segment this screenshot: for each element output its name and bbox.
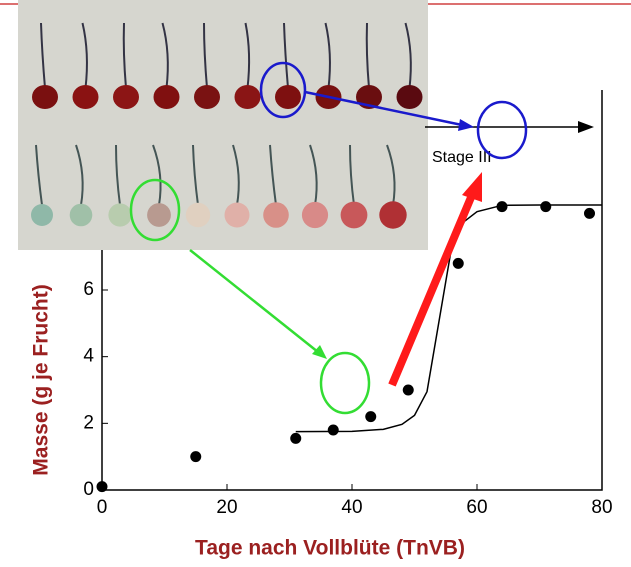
stem xyxy=(203,22,208,89)
stem xyxy=(192,144,199,206)
x-tick-label: 80 xyxy=(591,497,612,518)
x-tick-label: 20 xyxy=(216,497,237,518)
stem xyxy=(40,22,46,89)
stem xyxy=(324,22,331,89)
data-point xyxy=(327,424,339,436)
cherry xyxy=(153,85,180,109)
stem xyxy=(122,22,127,89)
stem xyxy=(404,22,412,89)
stage-label: Stage III xyxy=(432,149,492,166)
stem xyxy=(75,144,84,206)
blue-arrow xyxy=(304,90,463,127)
stem xyxy=(115,144,121,206)
cherry xyxy=(185,202,211,228)
data-point xyxy=(402,384,414,396)
cherry xyxy=(396,85,423,109)
cherry xyxy=(69,203,93,227)
stem xyxy=(152,144,162,206)
cherry xyxy=(301,201,329,229)
cherry xyxy=(224,202,250,228)
data-point xyxy=(540,201,552,213)
annotations: Stage III xyxy=(129,61,594,415)
cherry xyxy=(32,85,58,109)
plot-area: 0 20 40 60 80 0 2 4 6 xyxy=(83,90,613,518)
y-tick-label: 0 xyxy=(83,479,94,500)
stem xyxy=(35,144,43,206)
cherry xyxy=(72,85,99,109)
x-tick-label: 0 xyxy=(97,497,108,518)
cherry-photo xyxy=(18,0,428,250)
y-tick-label: 2 xyxy=(83,412,94,433)
data-point xyxy=(496,201,508,213)
data-point xyxy=(365,411,377,423)
stem xyxy=(386,144,396,206)
arrow-head xyxy=(458,119,474,131)
red-arrow xyxy=(388,193,476,387)
data-point xyxy=(290,432,302,444)
blue-circle xyxy=(476,100,528,160)
arrow-head xyxy=(312,345,327,359)
x-tick-label: 40 xyxy=(341,497,362,518)
data-point xyxy=(190,451,202,463)
cherry xyxy=(194,85,220,109)
cherry xyxy=(379,201,407,229)
cherry xyxy=(31,204,53,226)
y-tick-label: 6 xyxy=(83,279,94,300)
arrow-head xyxy=(462,172,482,202)
stem xyxy=(349,144,355,206)
stem xyxy=(232,144,240,206)
green-circle xyxy=(129,178,181,242)
data-point xyxy=(96,481,108,493)
stem xyxy=(81,22,88,89)
x-tick-label: 60 xyxy=(466,497,487,518)
stem xyxy=(269,144,277,206)
data-point xyxy=(584,207,595,219)
cherry xyxy=(340,201,368,229)
cherry xyxy=(113,85,139,109)
x-axis-label: Tage nach Vollblüte (TnVB) xyxy=(195,537,465,560)
cherry xyxy=(234,85,261,109)
stem xyxy=(244,22,251,89)
green-circle xyxy=(319,351,371,415)
stem xyxy=(365,22,370,89)
cherry xyxy=(108,203,132,227)
cherry xyxy=(147,203,171,227)
data-point xyxy=(452,257,464,269)
cherry xyxy=(263,202,289,228)
cherry xyxy=(275,85,301,109)
green-arrow xyxy=(189,249,319,353)
arrow-head xyxy=(578,121,594,133)
y-tick-label: 4 xyxy=(83,346,94,367)
y-axis-label: Masse (g je Frucht) xyxy=(30,284,53,475)
stem xyxy=(283,22,289,89)
stem xyxy=(161,22,169,89)
stem xyxy=(309,144,318,206)
blue-circle xyxy=(259,61,307,119)
